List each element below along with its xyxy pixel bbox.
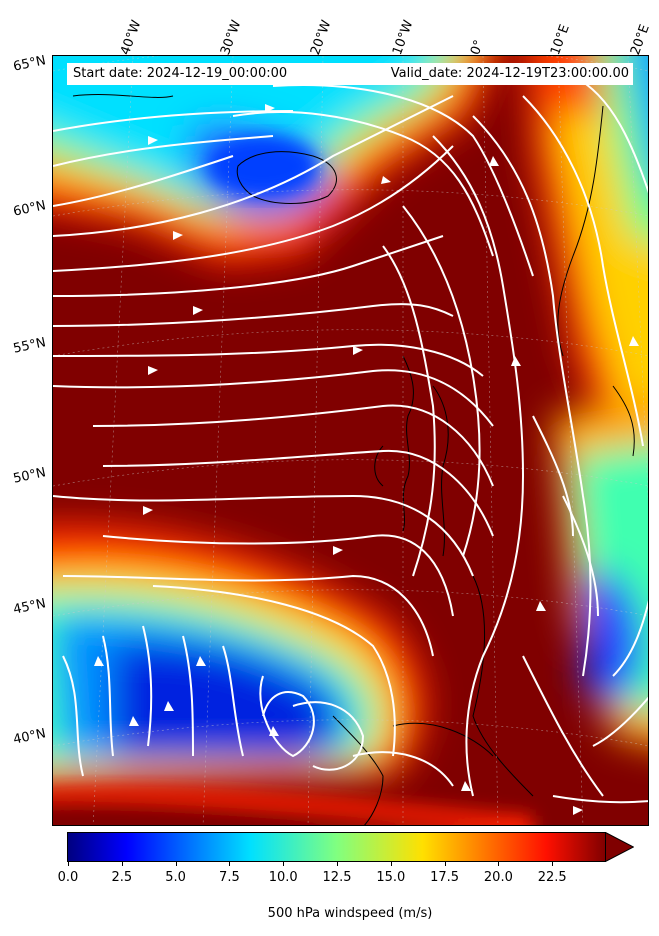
colorbar-tickmark (229, 862, 231, 866)
lat-label-65n: 65°N (12, 53, 48, 75)
southwest-low-wind-field (53, 523, 426, 794)
graticule (53, 56, 648, 825)
iceland-low-core (208, 136, 318, 196)
lon-label-30w: 30°W (218, 18, 245, 58)
streamline-arrows (94, 104, 639, 815)
lat-label-60n: 60°N (12, 198, 48, 220)
map-panel (52, 55, 649, 826)
colorbar-tickmark (68, 862, 69, 866)
lon-label-10w: 10°W (390, 18, 417, 58)
colorbar-tick-label: 15.0 (376, 870, 406, 885)
southeast-trough-field (553, 397, 648, 744)
colorbar-tick-label: 12.5 (322, 870, 352, 885)
valid-date-label: Valid_date: 2024-12-19T23:00:00.00 (390, 66, 629, 81)
colorbar-tickmark (175, 862, 177, 866)
lat-label-40n: 40°N (12, 726, 48, 748)
colorbar (67, 832, 634, 862)
start-date-label: Start date: 2024-12-19_00:00:00 (73, 66, 288, 81)
colorbar-tickmark (121, 862, 123, 866)
lon-label-10e: 10°E (548, 22, 573, 58)
colorbar-extend-arrow (605, 832, 634, 862)
colorbar-gradient (67, 832, 606, 862)
colorbar-tick-label: 10.0 (268, 870, 298, 885)
colorbar-tick-label: 2.5 (111, 870, 133, 885)
lat-label-50n: 50°N (12, 465, 48, 487)
colorbar-tickmark (390, 862, 392, 866)
colorbar-tick-label: 22.5 (537, 870, 567, 885)
colorbar-tick-label: 17.5 (430, 870, 460, 885)
colorbar-tickmark (283, 862, 285, 866)
streamlines (53, 75, 648, 804)
coastlines (72, 94, 635, 825)
lon-label-20w: 20°W (308, 18, 335, 58)
colorbar-tickmark (337, 862, 338, 866)
date-banner: Start date: 2024-12-19_00:00:00 Valid_da… (67, 63, 633, 85)
southern-jet-band (53, 788, 533, 825)
scandinavia-field (525, 56, 648, 464)
colorbar-tick-label: 0.0 (57, 870, 79, 885)
colorbar-tickmark (498, 862, 500, 866)
colorbar-tick-label: 20.0 (483, 870, 513, 885)
colorbar-tickmark (552, 862, 554, 866)
lon-label-20e: 20°E (628, 22, 653, 58)
lat-label-55n: 55°N (12, 335, 48, 357)
colorbar-tick-label: 5.0 (165, 870, 186, 885)
lat-label-45n: 45°N (12, 596, 48, 618)
lon-label-40w: 40°W (118, 18, 145, 58)
colorbar-tick-label: 7.5 (219, 870, 240, 885)
windspeed-map (53, 56, 648, 825)
colorbar-tickmark (444, 862, 446, 866)
colorbar-label: 500 hPa windspeed (m/s) (267, 906, 433, 921)
